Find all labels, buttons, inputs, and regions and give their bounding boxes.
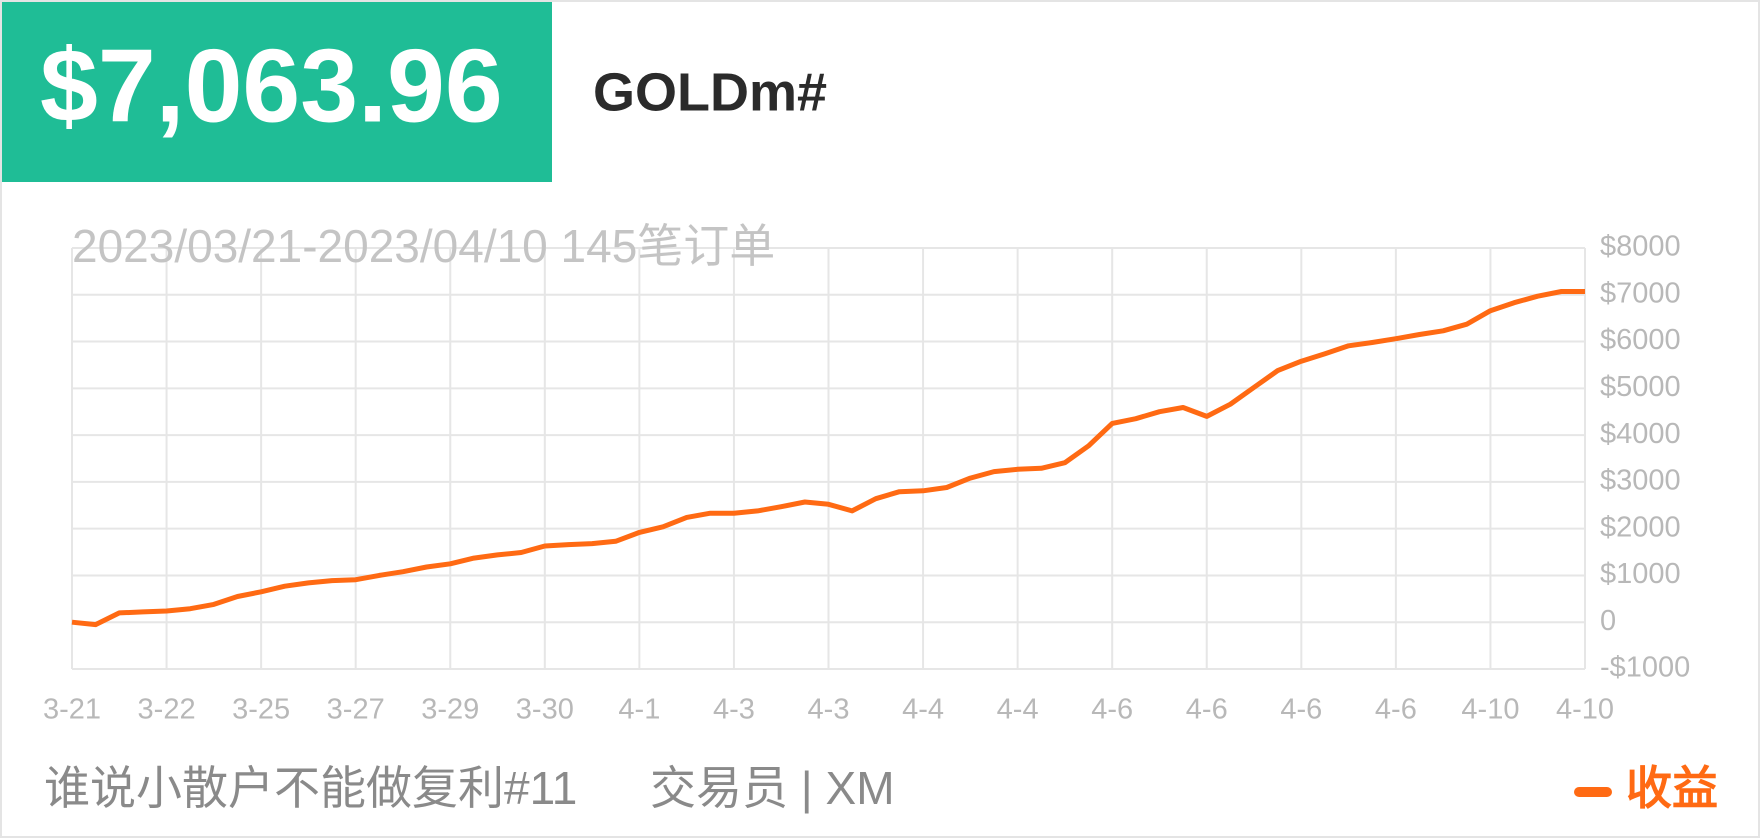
subtitle: 2023/03/21-2023/04/10 145笔订单	[72, 220, 775, 272]
y-tick-label: -$1000	[1600, 652, 1690, 684]
y-tick-label: $8000	[1600, 231, 1681, 263]
y-tick-label: $7000	[1600, 277, 1681, 309]
x-tick-label: 3-22	[138, 694, 196, 726]
x-tick-label: 4-10	[1556, 694, 1614, 726]
amount-box	[2, 2, 552, 182]
x-tick-label: 4-10	[1461, 694, 1519, 726]
y-tick-label: $1000	[1600, 558, 1681, 590]
footer-title: 谁说小散户不能做复利#11	[44, 762, 577, 814]
trader: 交易员 | XM	[650, 762, 895, 814]
x-tick-label: 4-6	[1280, 694, 1322, 726]
x-tick-label: 4-4	[902, 694, 944, 726]
legend-swatch	[1574, 787, 1612, 797]
x-tick-label: 4-6	[1186, 694, 1228, 726]
x-tick-label: 4-3	[808, 694, 850, 726]
symbol: GOLDm#	[593, 62, 827, 122]
y-tick-label: 0	[1600, 605, 1616, 637]
x-tick-label: 3-29	[421, 694, 479, 726]
x-tick-label: 3-27	[327, 694, 385, 726]
y-tick-label: $6000	[1600, 324, 1681, 356]
legend-label: 收益	[1626, 762, 1718, 814]
plot: -$1000 0 $1000 $2000 $3000 $4000 $5000 $6000 $70…	[43, 231, 1690, 726]
x-tick-label: 4-3	[713, 694, 755, 726]
x-tick-label: 3-25	[232, 694, 290, 726]
x-tick-label: 4-6	[1375, 694, 1417, 726]
line	[71, 289, 1585, 628]
y-tick-label: $4000	[1600, 418, 1681, 450]
x-tick-label: 3-21	[43, 694, 101, 726]
y-tick-label: $5000	[1600, 371, 1681, 403]
x-tick-label: 4-1	[618, 694, 660, 726]
y-tick-label: $3000	[1600, 465, 1681, 497]
y-tick-label: $2000	[1600, 511, 1681, 543]
x-tick-label: 4-6	[1091, 694, 1133, 726]
amount: $7,063.96	[40, 28, 503, 144]
x-tick-label: 4-4	[997, 694, 1039, 726]
x-tick-label: 3-30	[516, 694, 574, 726]
